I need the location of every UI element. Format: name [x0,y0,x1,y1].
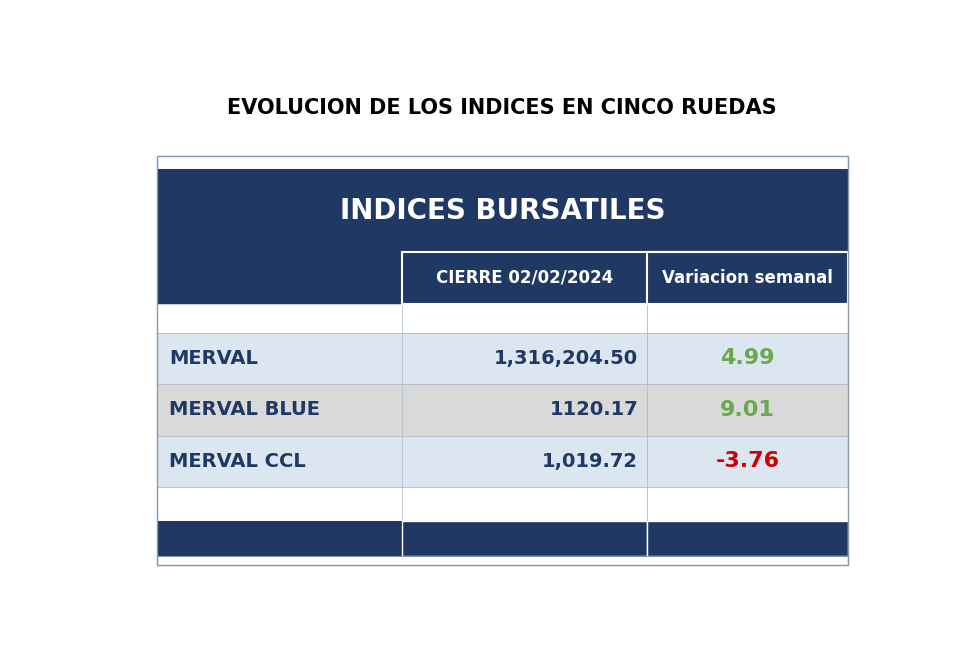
Bar [157,384,848,436]
Bar [648,520,848,556]
Bar [157,304,848,333]
Text: EVOLUCION DE LOS INDICES EN CINCO RUEDAS: EVOLUCION DE LOS INDICES EN CINCO RUEDAS [227,98,777,118]
Bar [648,304,848,333]
Text: INDICES BURSATILES: INDICES BURSATILES [339,197,665,225]
Bar [402,252,848,304]
Bar [157,170,848,252]
Text: MERVAL: MERVAL [169,349,258,368]
Text: 4.99: 4.99 [720,348,775,368]
Bar [648,252,848,304]
Bar [402,333,648,384]
Text: MERVAL CCL: MERVAL CCL [169,452,306,471]
Bar [157,333,848,384]
Bar [648,487,848,520]
Text: 1,019.72: 1,019.72 [542,452,638,471]
Bar [157,436,848,487]
Text: 9.01: 9.01 [720,400,775,420]
Bar [402,436,648,487]
Text: 1,316,204.50: 1,316,204.50 [494,349,638,368]
Bar [157,252,848,304]
Text: 1120.17: 1120.17 [550,400,638,419]
Bar [157,556,848,565]
Text: CIERRE 02/02/2024: CIERRE 02/02/2024 [436,269,613,287]
Bar [157,520,848,556]
Bar [157,156,848,565]
Bar [402,304,648,333]
Bar [648,333,848,384]
Bar [402,520,648,556]
Bar [157,487,848,520]
Bar [648,436,848,487]
Bar [648,384,848,436]
Bar [402,487,648,520]
Text: Variacion semanal: Variacion semanal [662,269,833,287]
Bar [157,156,848,170]
Bar [402,384,648,436]
Text: -3.76: -3.76 [715,451,780,471]
Text: MERVAL BLUE: MERVAL BLUE [169,400,319,419]
